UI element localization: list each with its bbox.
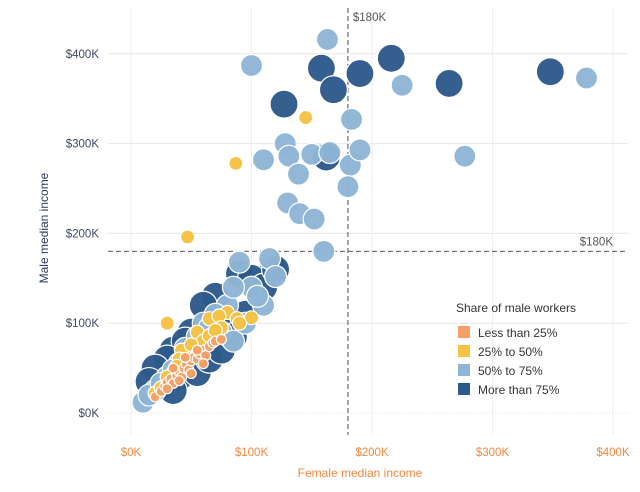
data-point bbox=[339, 107, 364, 131]
y-tick-label: $400K bbox=[66, 49, 100, 61]
data-point bbox=[221, 275, 246, 299]
y-tick-label: $200K bbox=[66, 228, 100, 240]
legend-label: More than 75% bbox=[478, 383, 560, 397]
data-point bbox=[251, 148, 276, 172]
data-point bbox=[535, 57, 565, 87]
x-tick-label: $200K bbox=[355, 447, 389, 459]
data-point bbox=[191, 344, 203, 356]
data-point bbox=[167, 362, 179, 374]
y-tick-label: $0K bbox=[79, 408, 100, 420]
data-point bbox=[231, 315, 248, 331]
x-tick-label: $400K bbox=[596, 447, 630, 459]
y-tick-label: $300K bbox=[66, 139, 100, 151]
data-point bbox=[173, 375, 185, 387]
data-point bbox=[453, 144, 477, 168]
data-point bbox=[286, 162, 311, 186]
data-point bbox=[215, 333, 227, 345]
legend-swatch bbox=[458, 364, 470, 376]
data-point bbox=[264, 264, 288, 289]
x-axis-title: Female median income bbox=[298, 466, 423, 480]
legend-title: Share of male workers bbox=[456, 301, 576, 315]
data-point bbox=[185, 367, 197, 380]
data-point bbox=[434, 68, 464, 99]
data-point bbox=[197, 358, 209, 370]
data-point bbox=[269, 89, 299, 119]
y-tick-label: $100K bbox=[66, 318, 100, 330]
x-axis-ticks: $0K $100K $200K $300K $400K bbox=[121, 447, 630, 459]
data-point bbox=[227, 250, 252, 274]
x-tick-label: $300K bbox=[476, 447, 510, 459]
data-point bbox=[277, 144, 301, 168]
data-point bbox=[239, 53, 264, 78]
data-point bbox=[318, 140, 342, 165]
data-point bbox=[180, 229, 196, 245]
legend-label: Less than 25% bbox=[478, 326, 558, 340]
legend-swatch bbox=[458, 345, 470, 357]
data-point bbox=[376, 43, 406, 73]
legend-swatch bbox=[458, 326, 470, 338]
legend: Share of male workers Less than 25% 25% t… bbox=[456, 301, 576, 397]
y-axis-title: Male median income bbox=[37, 172, 51, 283]
series-less-than-25- bbox=[149, 333, 227, 403]
y-axis-ticks: $0K $100K $200K $300K $400K bbox=[66, 49, 100, 420]
x-reference-label: $180K bbox=[353, 12, 387, 24]
x-tick-label: $100K bbox=[235, 447, 269, 459]
data-point bbox=[574, 66, 599, 90]
data-point bbox=[228, 155, 244, 171]
legend-swatch bbox=[458, 383, 470, 395]
data-point bbox=[302, 207, 326, 231]
y-reference-label: $180K bbox=[580, 236, 614, 248]
x-tick-label: $0K bbox=[121, 447, 142, 459]
data-point bbox=[318, 75, 349, 105]
data-point bbox=[390, 73, 414, 97]
reference-lines: $180K $180K bbox=[108, 8, 628, 435]
data-point bbox=[312, 239, 336, 263]
data-point bbox=[336, 175, 360, 199]
data-point bbox=[298, 109, 314, 126]
data-point bbox=[348, 138, 372, 162]
data-point bbox=[159, 315, 175, 331]
legend-label: 50% to 75% bbox=[478, 364, 543, 378]
data-point bbox=[245, 284, 270, 308]
data-points bbox=[131, 27, 599, 414]
data-point bbox=[345, 58, 375, 89]
data-point bbox=[179, 351, 191, 363]
data-point bbox=[161, 383, 173, 395]
data-point bbox=[315, 27, 340, 52]
legend-label: 25% to 50% bbox=[478, 345, 543, 359]
